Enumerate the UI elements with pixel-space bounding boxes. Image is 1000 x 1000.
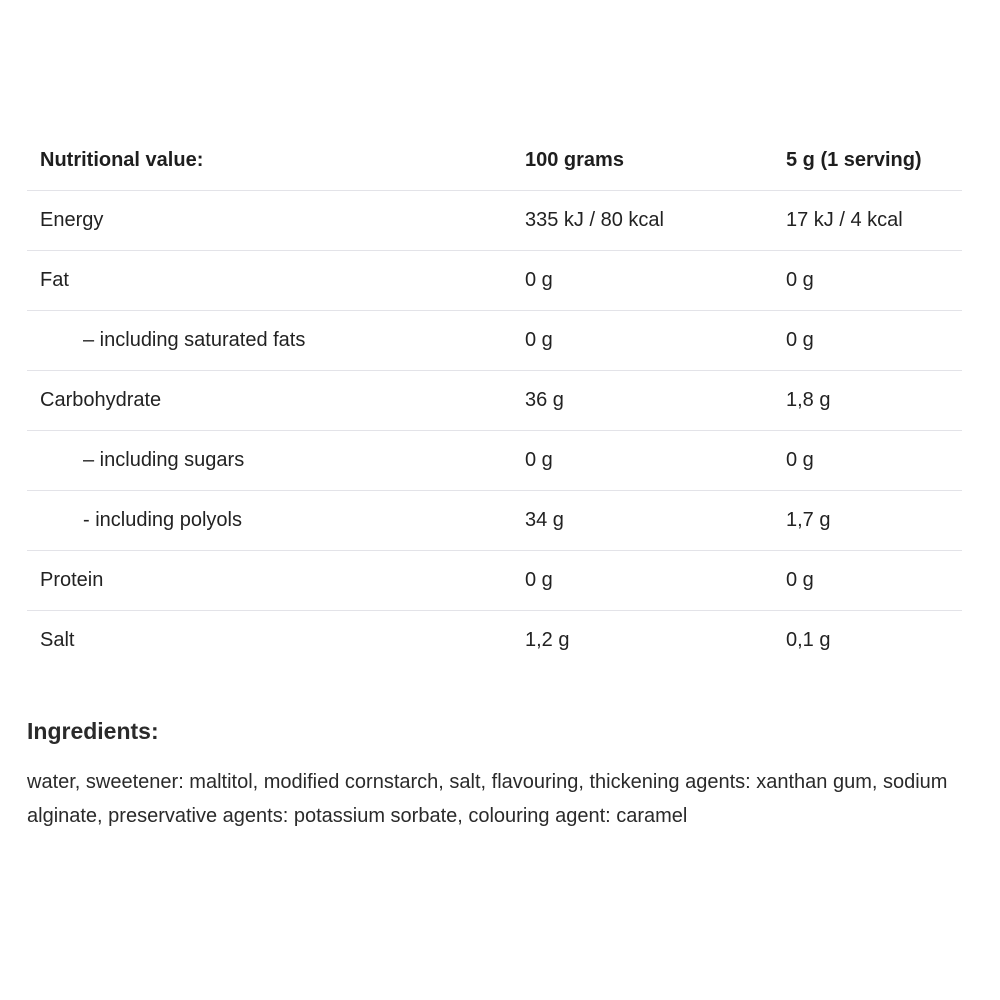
nutrient-name: – including sugars: [27, 430, 525, 491]
nutrient-name: Carbohydrate: [27, 370, 525, 431]
nutrition-table: Nutritional value: 100 grams 5 g (1 serv…: [27, 131, 962, 670]
value-per-100g: 0 g: [525, 550, 786, 611]
nutrient-name: Protein: [27, 550, 525, 611]
table-row: - including polyols 34 g 1,7 g: [27, 490, 962, 551]
nutrient-name: Salt: [40, 629, 75, 651]
nutrient-name: – including saturated fats: [27, 310, 525, 371]
ingredients-text: water, sweetener: maltitol, modified cor…: [27, 771, 948, 827]
value-per-100g: 0 g: [525, 310, 786, 371]
value-per-100g: 36 g: [525, 370, 786, 431]
value-per-serving: 0 g: [786, 250, 962, 311]
nutrient-name: - including polyols: [27, 490, 525, 551]
table-row: Energy 335 kJ / 80 kcal 17 kJ / 4 kcal: [27, 190, 962, 251]
ingredients-heading: Ingredients:: [27, 718, 159, 744]
nutrient-name: Fat: [27, 250, 525, 311]
header-100-grams: 100 grams: [525, 131, 786, 191]
value-per-serving: 17 kJ / 4 kcal: [786, 190, 962, 251]
value-per-100g: 335 kJ / 80 kcal: [525, 190, 786, 251]
header-nutritional-value: Nutritional value:: [27, 131, 525, 191]
table-row: Salt 1,2 g 0,1 g: [27, 611, 962, 671]
value-per-serving: 0 g: [786, 550, 962, 611]
table-row: Carbohydrate 36 g 1,8 g: [27, 370, 962, 431]
value-per-100g: 34 g: [525, 490, 786, 551]
value-per-serving: 1,8 g: [786, 370, 962, 431]
table-header-row: Nutritional value: 100 grams 5 g (1 serv…: [27, 131, 962, 191]
header-serving: 5 g (1 serving): [786, 131, 962, 191]
nutrient-name: Energy: [27, 190, 525, 251]
value-per-serving: 1,7 g: [786, 490, 962, 551]
value-per-serving: 0,1 g: [786, 629, 831, 651]
value-per-100g: 0 g: [525, 250, 786, 311]
value-per-100g: 1,2 g: [525, 629, 570, 651]
value-per-serving: 0 g: [786, 430, 962, 491]
value-per-serving: 0 g: [786, 310, 962, 371]
value-per-100g: 0 g: [525, 430, 786, 491]
